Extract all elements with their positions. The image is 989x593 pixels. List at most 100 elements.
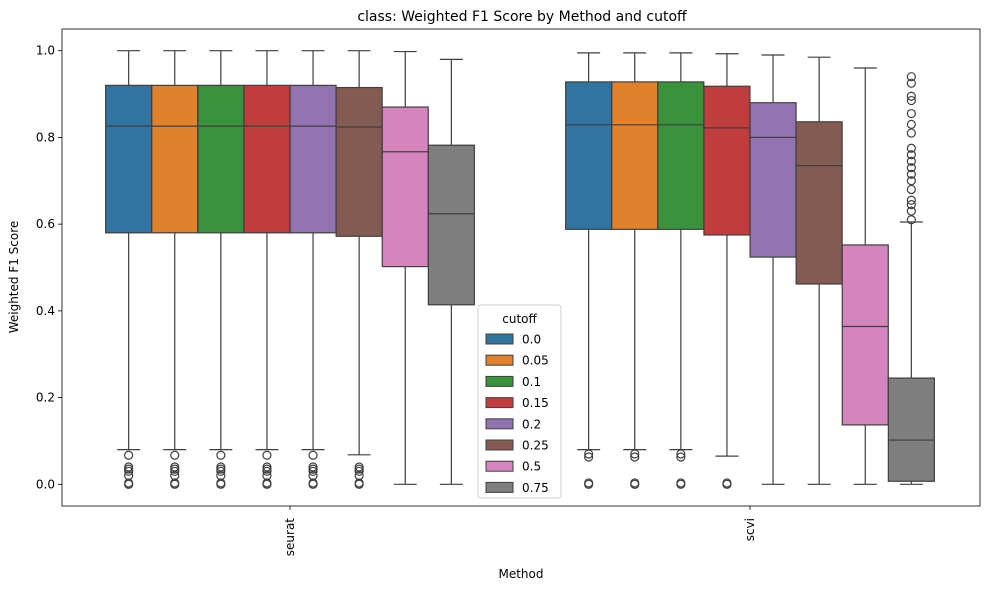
outlier-point bbox=[262, 479, 272, 489]
y-tick-label: 0.8 bbox=[36, 130, 55, 144]
legend-label: 0.25 bbox=[522, 439, 549, 453]
legend-swatch bbox=[485, 333, 514, 345]
box-group bbox=[657, 52, 705, 489]
box-iqr bbox=[381, 106, 429, 268]
outlier-point bbox=[308, 479, 318, 489]
legend-swatch bbox=[485, 418, 514, 430]
box-group bbox=[243, 50, 291, 489]
box-group bbox=[703, 53, 751, 489]
legend-label: 0.2 bbox=[522, 417, 541, 431]
box-iqr bbox=[703, 85, 751, 236]
outlier-point bbox=[906, 156, 916, 166]
legend-label: 0.75 bbox=[522, 481, 549, 495]
box-iqr bbox=[197, 84, 245, 234]
outlier-point bbox=[906, 91, 916, 101]
box-group bbox=[841, 67, 889, 485]
outlier-point bbox=[906, 78, 916, 88]
outlier-point bbox=[676, 479, 686, 489]
box-iqr bbox=[565, 81, 613, 230]
box-iqr bbox=[611, 81, 659, 230]
outlier-point bbox=[676, 449, 686, 459]
legend-swatch bbox=[485, 354, 514, 366]
outlier-point bbox=[906, 150, 916, 160]
outlier-point bbox=[676, 452, 686, 462]
legend-label: 0.1 bbox=[522, 375, 541, 389]
box-iqr bbox=[427, 144, 475, 306]
box-group bbox=[105, 50, 153, 489]
box-group bbox=[887, 72, 935, 485]
legend-label: 0.0 bbox=[522, 333, 541, 347]
x-axis-label: Method bbox=[498, 567, 543, 581]
outlier-point bbox=[906, 206, 916, 216]
y-tick-label: 0.6 bbox=[36, 217, 55, 231]
outlier-point bbox=[906, 176, 916, 186]
outlier-point bbox=[170, 479, 180, 489]
box-iqr bbox=[795, 121, 843, 285]
outlier-point bbox=[906, 119, 916, 130]
outlier-point bbox=[584, 479, 594, 489]
box-iqr bbox=[841, 244, 889, 426]
y-tick-label: 0.4 bbox=[36, 304, 55, 318]
box-group bbox=[289, 50, 337, 489]
outlier-point bbox=[308, 471, 318, 481]
outlier-point bbox=[906, 143, 916, 153]
outlier-point bbox=[262, 471, 272, 481]
outlier-point bbox=[630, 452, 640, 462]
outlier-point bbox=[354, 466, 364, 476]
outlier-point bbox=[906, 169, 916, 179]
outlier-point bbox=[584, 449, 594, 459]
outlier-point bbox=[170, 466, 180, 476]
box-group bbox=[749, 54, 797, 485]
outlier-point bbox=[354, 479, 364, 489]
outlier-point bbox=[584, 452, 594, 462]
legend-swatch bbox=[485, 460, 514, 472]
outlier-point bbox=[906, 195, 916, 205]
outlier-point bbox=[906, 200, 916, 210]
plot-frame bbox=[61, 28, 981, 507]
legend-label: 0.5 bbox=[522, 460, 541, 474]
box-group bbox=[381, 50, 429, 485]
outlier-point bbox=[906, 95, 916, 106]
box-iqr bbox=[151, 84, 199, 234]
outlier-point bbox=[216, 450, 226, 460]
box-iqr bbox=[243, 84, 291, 234]
legend-label: 0.05 bbox=[522, 354, 549, 368]
legend-swatch bbox=[485, 397, 514, 409]
legend-title: cutoff bbox=[502, 312, 537, 326]
box-group bbox=[427, 58, 475, 485]
outlier-point bbox=[906, 128, 916, 138]
y-tick-label: 0.0 bbox=[36, 477, 55, 491]
outlier-point bbox=[308, 466, 318, 476]
outlier-point bbox=[906, 108, 916, 119]
outlier-point bbox=[262, 466, 272, 476]
box-iqr bbox=[657, 81, 705, 230]
box-group bbox=[335, 50, 383, 489]
legend-swatch bbox=[485, 375, 514, 387]
x-tick-label: scvi bbox=[743, 518, 757, 541]
outlier-point bbox=[354, 471, 364, 481]
outlier-point bbox=[630, 479, 640, 489]
outlier-point bbox=[722, 479, 732, 489]
outlier-point bbox=[906, 72, 916, 82]
y-axis-label: Weighted F1 Score bbox=[7, 221, 21, 334]
outlier-point bbox=[216, 466, 226, 476]
box-iqr bbox=[335, 86, 383, 237]
outlier-point bbox=[124, 450, 134, 460]
outlier-point bbox=[906, 215, 916, 225]
legend-label: 0.15 bbox=[522, 396, 549, 410]
outlier-point bbox=[124, 466, 134, 476]
outlier-point bbox=[124, 479, 134, 489]
outlier-point bbox=[216, 479, 226, 489]
outlier-point bbox=[216, 471, 226, 481]
outlier-point bbox=[170, 471, 180, 481]
outlier-point bbox=[308, 450, 318, 460]
box-group bbox=[151, 50, 199, 489]
box-group bbox=[795, 56, 843, 485]
box-group bbox=[611, 52, 659, 489]
box-iqr bbox=[105, 84, 153, 234]
axes: 0.0 0.2 0.4 0.6 0.8 1.0 seurat scvi bbox=[36, 44, 757, 557]
box-iqr bbox=[887, 377, 935, 482]
outlier-point bbox=[170, 450, 180, 460]
legend-swatch bbox=[485, 481, 514, 493]
